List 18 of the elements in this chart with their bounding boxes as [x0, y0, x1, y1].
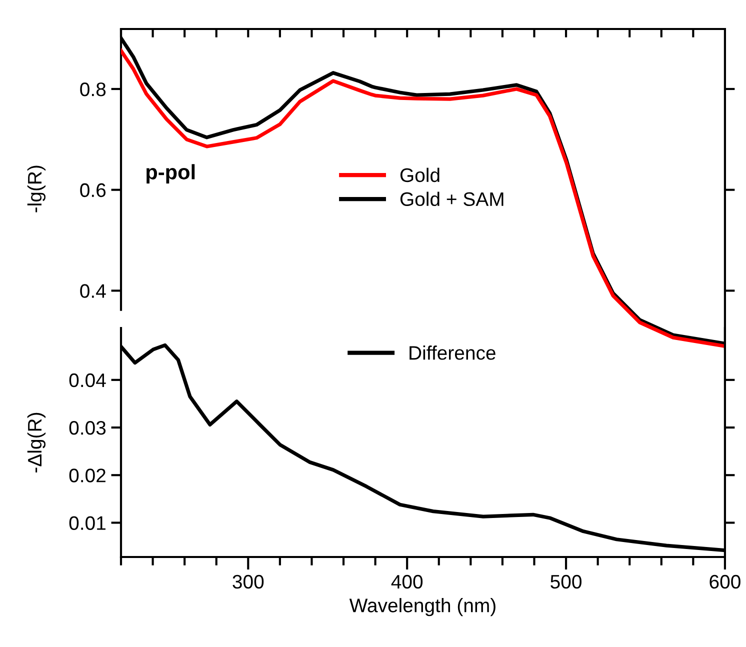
- y-axis-title: -lg(R): [27, 166, 46, 212]
- y-tick-label: 0.8: [80, 82, 106, 96]
- y-tick-label: 0.03: [69, 420, 106, 435]
- legend-label: Gold + SAM: [400, 192, 504, 206]
- legend-label: Difference: [410, 346, 496, 360]
- x-tick-label: 300: [232, 574, 264, 589]
- x-tick-label: 400: [391, 574, 423, 589]
- x-axis-title: Wavelength (nm): [349, 598, 496, 616]
- y-tick-label: 0.01: [69, 516, 106, 530]
- x-tick-label: 600: [710, 574, 740, 589]
- legend-label: Gold: [400, 168, 440, 182]
- y-tick-label: 0.04: [69, 373, 106, 388]
- y-tick-label: 0.4: [80, 284, 106, 298]
- y-tick-label: 0.02: [69, 468, 106, 482]
- annotation: p-pol: [146, 164, 195, 184]
- x-tick-label: 500: [550, 574, 582, 589]
- y-axis-title: -Δlg(R): [27, 412, 46, 472]
- y-tick-label: 0.6: [80, 183, 106, 198]
